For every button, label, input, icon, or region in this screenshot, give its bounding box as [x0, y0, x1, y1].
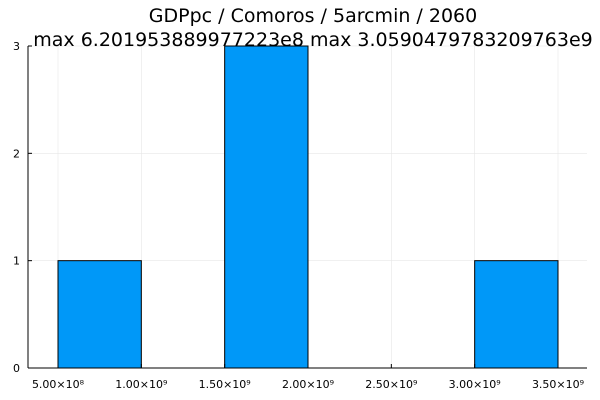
y-tick-label-2: 2: [13, 147, 20, 160]
chart-title: GDPpc / Comoros / 5arcmin / 2060: [149, 5, 477, 27]
x-tick-label-1: 1.00×10⁹: [115, 378, 167, 391]
x-tick-label-6: 3.50×10⁹: [532, 378, 584, 391]
chart-subtitle: max 6.201953889977223e8 max 3.0590479783…: [33, 29, 592, 51]
histogram-bar-5: [474, 260, 559, 369]
x-tick-label-4: 2.50×10⁹: [365, 378, 417, 391]
y-tick-label-1: 1: [13, 255, 20, 268]
x-tick-label-3: 2.00×10⁹: [282, 378, 334, 391]
x-tick-label-0: 5.00×10⁸: [32, 378, 85, 391]
x-tick-label-5: 3.00×10⁹: [449, 378, 501, 391]
y-tick-label-0: 0: [13, 362, 20, 375]
histogram-bar-2: [224, 45, 309, 369]
bars: [57, 45, 559, 369]
axes: [27, 45, 587, 369]
tick-labels: 5.00×10⁸ 1.00×10⁹ 1.50×10⁹ 2.00×10⁹ 2.50×10⁹…: [13, 40, 584, 391]
y-tick-label-3: 3: [13, 40, 20, 53]
x-tick-label-2: 1.50×10⁹: [199, 378, 251, 391]
histogram-bar-0: [57, 260, 142, 369]
